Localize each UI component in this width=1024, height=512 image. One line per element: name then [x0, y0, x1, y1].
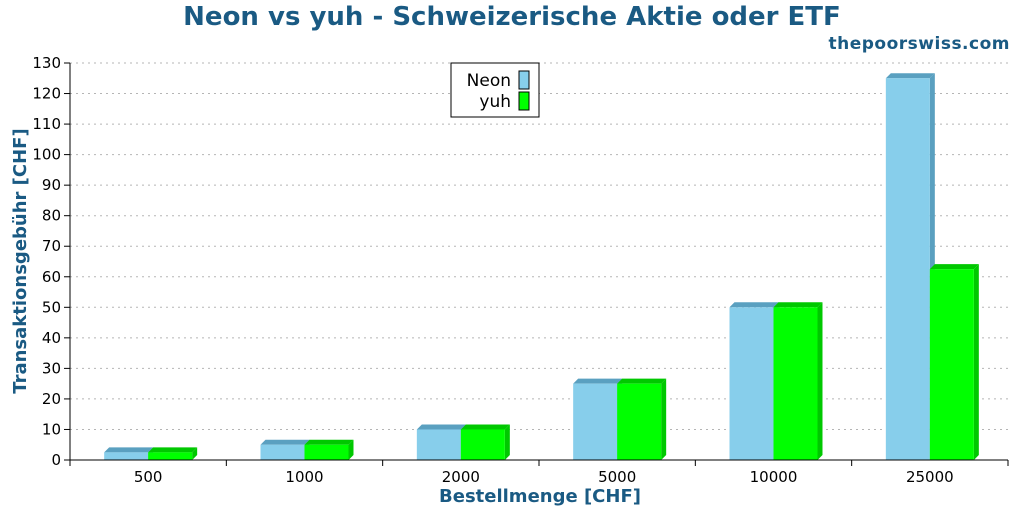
bar-front [260, 444, 305, 460]
x-tick-label: 500 [134, 468, 163, 486]
y-tick-label: 0 [51, 451, 61, 469]
x-tick-label: 10000 [750, 468, 798, 486]
bar-front [148, 452, 193, 460]
y-tick-label: 90 [42, 176, 61, 194]
bar-top [260, 439, 310, 445]
x-axis-title: Bestellmenge [CHF] [439, 486, 641, 507]
x-tick-label: 25000 [906, 468, 954, 486]
bar-front [104, 452, 149, 460]
bar-front [929, 269, 974, 460]
y-tick-label: 100 [32, 146, 61, 164]
y-tick-label: 20 [42, 390, 61, 408]
bar-top [148, 447, 198, 453]
bar-side [504, 424, 510, 460]
bar-neon-500 [104, 447, 154, 460]
bar-top [929, 264, 979, 270]
bar-yuh-5000 [617, 378, 667, 460]
bar-front [573, 383, 618, 460]
legend-swatch-neon [518, 70, 530, 90]
x-axis-ticks: 500 1000 2000 5000 10000 25000 [69, 460, 1009, 486]
bar-top [885, 73, 935, 79]
bar-top [304, 439, 354, 445]
bar-front [773, 307, 818, 460]
legend-label-neon: Neon [467, 71, 511, 91]
y-axis-ticks: 0 10 20 30 40 50 60 70 80 90 100 110 120 130 [32, 54, 70, 469]
bar-yuh-1000 [304, 439, 354, 460]
y-tick-label: 40 [42, 329, 61, 347]
y-tick-label: 80 [42, 207, 61, 225]
x-tick-label: 2000 [442, 468, 480, 486]
bar-neon-25000 [885, 73, 935, 461]
bar-front [460, 429, 505, 460]
bar-top [617, 378, 667, 384]
bar-side [661, 378, 667, 460]
y-tick-label: 130 [32, 54, 61, 72]
site-credit: thepoorswiss.com [828, 34, 1010, 54]
bar-top [773, 302, 823, 308]
bar-neon-5000 [573, 378, 623, 460]
bar-neon-1000 [260, 439, 310, 460]
bar-side [348, 439, 354, 460]
axes [69, 63, 1008, 461]
x-tick-label: 5000 [598, 468, 636, 486]
bar-side [817, 302, 823, 460]
bar-yuh-10000 [773, 302, 823, 460]
bar-front [729, 307, 774, 460]
bar-yuh-500 [148, 447, 198, 460]
bar-top [573, 378, 623, 384]
bar-yuh-25000 [929, 264, 979, 460]
bar-top [416, 424, 466, 430]
bar-neon-10000 [729, 302, 779, 460]
bar-top [104, 447, 154, 453]
bar-side [192, 447, 198, 460]
y-tick-label: 10 [42, 420, 61, 438]
y-tick-label: 120 [32, 85, 61, 103]
bar-neon-2000 [416, 424, 466, 460]
grid-lines [70, 62, 1008, 430]
bar-front [885, 78, 930, 461]
legend-label-yuh: yuh [479, 92, 511, 112]
legend-swatch-yuh [518, 91, 530, 111]
y-axis-title: Transaktionsgebühr [CHF] [10, 128, 31, 393]
bar-yuh-2000 [460, 424, 510, 460]
chart-title: Neon vs yuh - Schweizerische Aktie oder … [183, 2, 841, 32]
y-tick-label: 30 [42, 359, 61, 377]
x-tick-label: 1000 [285, 468, 323, 486]
bar-front [304, 444, 349, 460]
bar-top [460, 424, 510, 430]
bars [104, 73, 979, 461]
y-tick-label: 70 [42, 237, 61, 255]
y-tick-label: 50 [42, 298, 61, 316]
bar-side [973, 264, 979, 460]
bar-front [617, 383, 662, 460]
y-tick-label: 110 [32, 115, 61, 133]
bar-top [729, 302, 779, 308]
bar-front [416, 429, 461, 460]
y-tick-label: 60 [42, 268, 61, 286]
